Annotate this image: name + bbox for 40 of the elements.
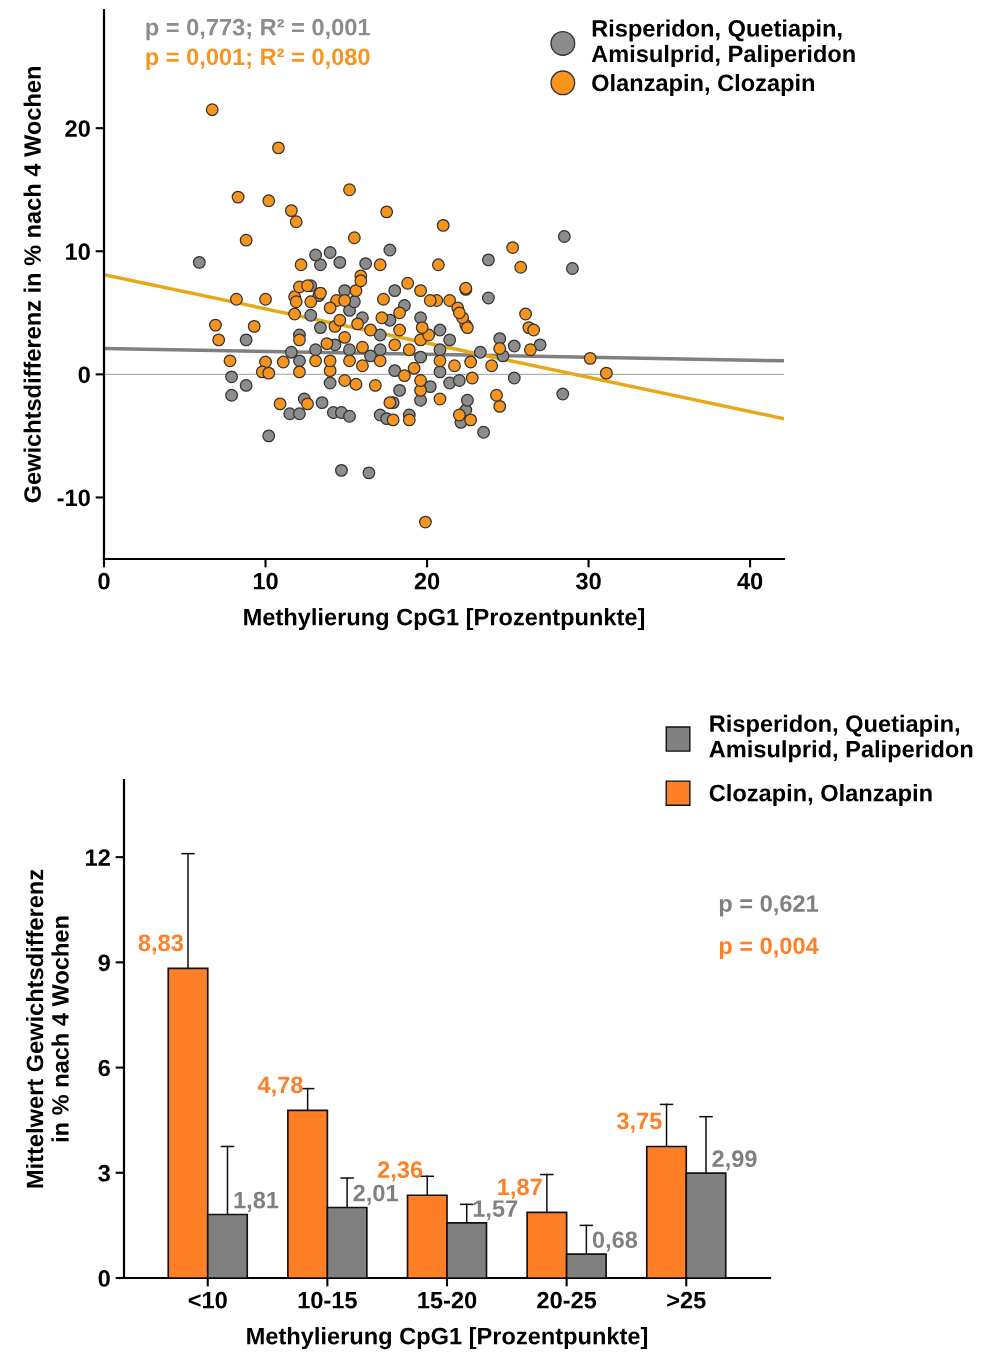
x-tick-label: 10 bbox=[253, 572, 278, 590]
x-tick-label: 10-15 bbox=[298, 1291, 357, 1309]
y-tick-label: 0 bbox=[78, 366, 90, 384]
data-label: 8,83 bbox=[138, 934, 183, 955]
y-tick-label: 9 bbox=[98, 954, 110, 972]
x-tick-label: <10 bbox=[188, 1291, 227, 1309]
x-tick-label: 30 bbox=[575, 572, 601, 590]
x-axis-title: Methylierung CpG1 [Prozentpunkte] bbox=[244, 608, 645, 631]
data-label: 0,68 bbox=[592, 1231, 638, 1252]
y-axis-title: Gewichtsdifferenz in % nach 4 Wochen bbox=[23, 67, 41, 503]
legend-label: Risperidon, Quetiapin, Amisulprid, Paliperidon bbox=[709, 714, 973, 763]
annotation: p = 0,621 bbox=[719, 895, 819, 917]
y-tick-label: 12 bbox=[86, 849, 110, 866]
legend-label: Olanzapin, Clozapin bbox=[592, 73, 815, 96]
data-label: 2,36 bbox=[377, 1161, 423, 1182]
x-tick-label: 20 bbox=[414, 572, 440, 590]
y-tick-label: 20 bbox=[65, 120, 90, 137]
legend-label: Risperidon, Quetiapin, Amisulprid, Paliperidon bbox=[591, 19, 855, 67]
x-tick-label: 15-20 bbox=[418, 1291, 477, 1309]
x-tick-label: 20-25 bbox=[537, 1291, 597, 1309]
y-tick-label: 10 bbox=[66, 243, 90, 261]
data-label: 1,81 bbox=[234, 1191, 279, 1212]
y-tick-label: 6 bbox=[98, 1059, 110, 1077]
data-label: 2,99 bbox=[712, 1150, 757, 1171]
data-label: 4,78 bbox=[257, 1076, 303, 1097]
data-label: 1,87 bbox=[498, 1178, 542, 1199]
x-tick-label: >25 bbox=[667, 1291, 706, 1309]
annotation: p = 0,004 bbox=[719, 937, 819, 959]
x-axis-title: Methylierung CpG1 [Prozentpunkte] bbox=[247, 1327, 648, 1350]
x-tick-label: 40 bbox=[737, 572, 763, 590]
y-tick-label: -10 bbox=[57, 489, 90, 507]
data-label: 1,57 bbox=[473, 1200, 518, 1221]
y-tick-label: 0 bbox=[98, 1270, 110, 1287]
annotation: p = 0,773; R² = 0,001 bbox=[146, 18, 370, 41]
y-tick-label: 3 bbox=[98, 1164, 110, 1182]
data-label: 2,01 bbox=[353, 1184, 398, 1205]
data-label: 3,75 bbox=[616, 1112, 662, 1133]
legend-label: Clozapin, Olanzapin bbox=[709, 784, 932, 807]
annotation: p = 0,001; R² = 0,080 bbox=[146, 48, 370, 70]
y-axis-title: Mittelwert Gewichtsdifferenz in % nach 4 Wochen bbox=[25, 869, 69, 1188]
